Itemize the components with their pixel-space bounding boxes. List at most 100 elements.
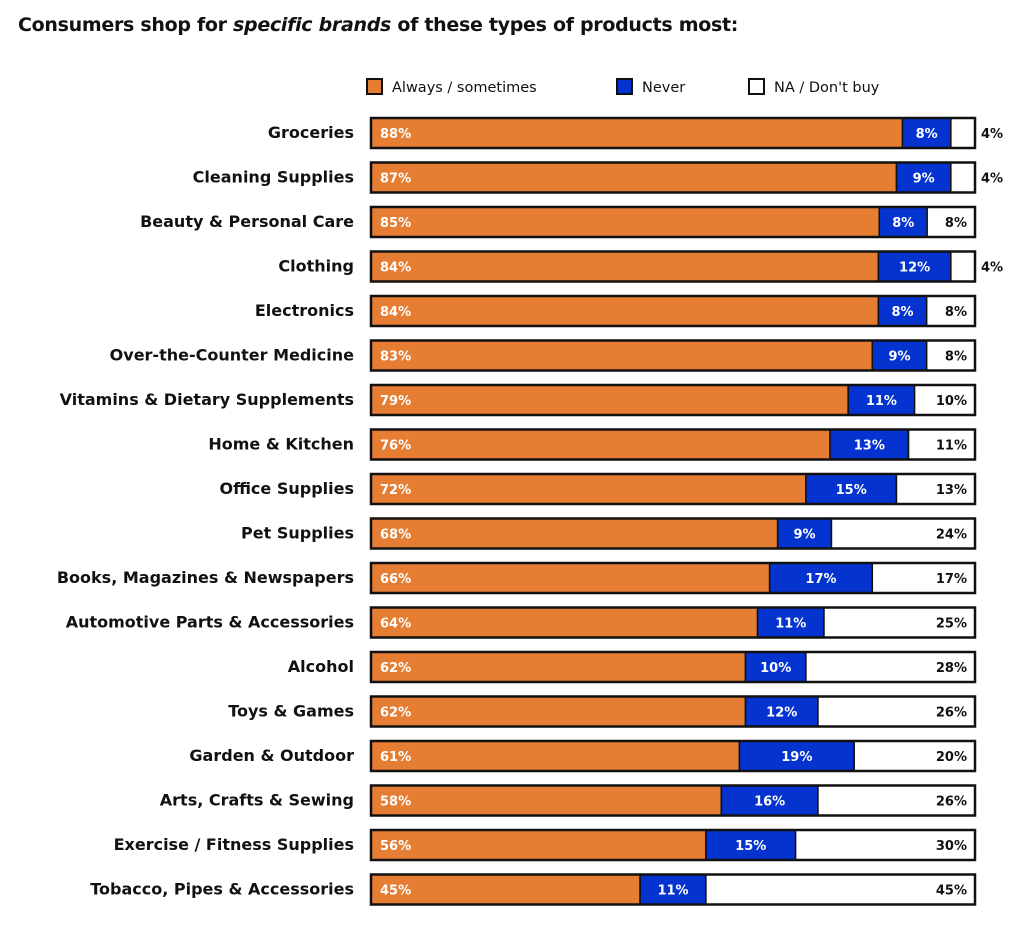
- data-label: 10%: [936, 394, 967, 409]
- bar-segment: [805, 473, 898, 505]
- data-label: 61%: [380, 750, 411, 765]
- bar-segment: [776, 517, 833, 550]
- data-label: 26%: [936, 795, 967, 810]
- bar-segment: [370, 117, 904, 149]
- data-label: 25%: [936, 617, 967, 632]
- data-label: 84%: [380, 261, 411, 276]
- data-label: 85%: [380, 216, 411, 231]
- category-label: Office Supplies: [219, 479, 354, 498]
- bar-segment: [370, 695, 747, 728]
- category-label: Cleaning Supplies: [193, 168, 354, 187]
- data-label: 4%: [981, 261, 1003, 276]
- data-label: 4%: [981, 127, 1003, 142]
- bar-segment: [370, 829, 707, 861]
- data-label: 11%: [775, 617, 806, 632]
- legend-swatch: [366, 78, 383, 95]
- data-label: 12%: [899, 261, 930, 276]
- category-label: Alcohol: [288, 657, 354, 676]
- category-label: Arts, Crafts & Sewing: [160, 791, 354, 810]
- bar-outline: [369, 561, 977, 595]
- bar-outline: [369, 339, 977, 372]
- bar-segment: [370, 517, 779, 550]
- category-label: Home & Kitchen: [208, 435, 354, 454]
- legend-swatch: [748, 78, 765, 95]
- bar-segment: [950, 250, 976, 283]
- bar-segment: [705, 829, 797, 861]
- bar-outline: [369, 695, 977, 728]
- bar-outline: [369, 828, 977, 862]
- bar-segment: [950, 117, 976, 149]
- bar-segment: [370, 651, 747, 683]
- bar-segment: [823, 606, 976, 639]
- category-label: Beauty & Personal Care: [140, 212, 354, 231]
- data-label: 56%: [380, 839, 411, 854]
- category-label: Over-the-Counter Medicine: [110, 346, 354, 365]
- bar-outline: [369, 294, 977, 328]
- category-label: Groceries: [268, 123, 354, 142]
- data-label: 66%: [380, 572, 411, 587]
- data-label: 8%: [891, 305, 913, 320]
- chart-title: Consumers shop for specific brands of th…: [18, 14, 738, 36]
- bar-outline: [369, 650, 977, 684]
- bar-segment: [370, 562, 771, 594]
- bar-segment: [895, 161, 952, 194]
- data-label: 8%: [945, 305, 967, 320]
- data-label: 13%: [936, 483, 967, 498]
- data-label: 8%: [892, 216, 914, 231]
- title-part: of these types of products most:: [391, 14, 739, 36]
- bar-segment: [370, 428, 831, 461]
- data-label: 84%: [380, 305, 411, 320]
- category-label: Clothing: [278, 257, 354, 276]
- bar-segment: [877, 295, 928, 327]
- data-label: 64%: [380, 617, 411, 632]
- bar-segment: [370, 161, 898, 194]
- data-label: 11%: [866, 394, 897, 409]
- data-label: 16%: [754, 795, 785, 810]
- legend-label: Always / sometimes: [392, 80, 537, 96]
- bar-segment: [370, 740, 741, 772]
- bar-outline: [369, 161, 977, 194]
- data-label: 88%: [380, 127, 411, 142]
- data-label: 87%: [380, 172, 411, 187]
- data-label: 62%: [380, 661, 411, 676]
- bar-outline: [369, 116, 977, 150]
- data-label: 28%: [936, 661, 967, 676]
- data-label: 4%: [981, 172, 1003, 187]
- category-label: Toys & Games: [228, 702, 354, 721]
- bar-outline: [369, 873, 977, 906]
- category-label: Exercise / Fitness Supplies: [114, 835, 354, 854]
- data-label: 12%: [766, 706, 797, 721]
- bar-segment: [370, 473, 807, 505]
- legend-swatch: [616, 78, 633, 95]
- data-label: 26%: [936, 706, 967, 721]
- data-label: 9%: [794, 528, 816, 543]
- bar-segment: [370, 873, 641, 906]
- data-label: 15%: [836, 483, 867, 498]
- bar-segment: [817, 695, 976, 728]
- category-label: Tobacco, Pipes & Accessories: [90, 880, 354, 899]
- bar-segment: [370, 250, 880, 283]
- bar-segment: [895, 473, 976, 505]
- data-label: 8%: [945, 216, 967, 231]
- data-label: 17%: [936, 572, 967, 587]
- bar-segment: [370, 606, 759, 639]
- data-label: 20%: [936, 750, 967, 765]
- bar-segment: [370, 784, 723, 817]
- category-label: Vitamins & Dietary Supplements: [60, 390, 354, 409]
- data-label: 8%: [945, 350, 967, 365]
- bar-outline: [369, 606, 977, 639]
- legend-label: NA / Don't buy: [774, 80, 880, 96]
- category-label: Garden & Outdoor: [189, 746, 354, 765]
- bar-outline: [369, 383, 977, 417]
- category-label: Automotive Parts & Accessories: [66, 613, 354, 632]
- data-label: 11%: [936, 439, 967, 454]
- data-label: 10%: [760, 661, 791, 676]
- data-label: 76%: [380, 439, 411, 454]
- data-label: 68%: [380, 528, 411, 543]
- data-label: 13%: [854, 439, 885, 454]
- bar-outline: [369, 428, 977, 461]
- title-part: Consumers shop for: [18, 14, 234, 36]
- data-label: 79%: [380, 394, 411, 409]
- data-label: 24%: [936, 528, 967, 543]
